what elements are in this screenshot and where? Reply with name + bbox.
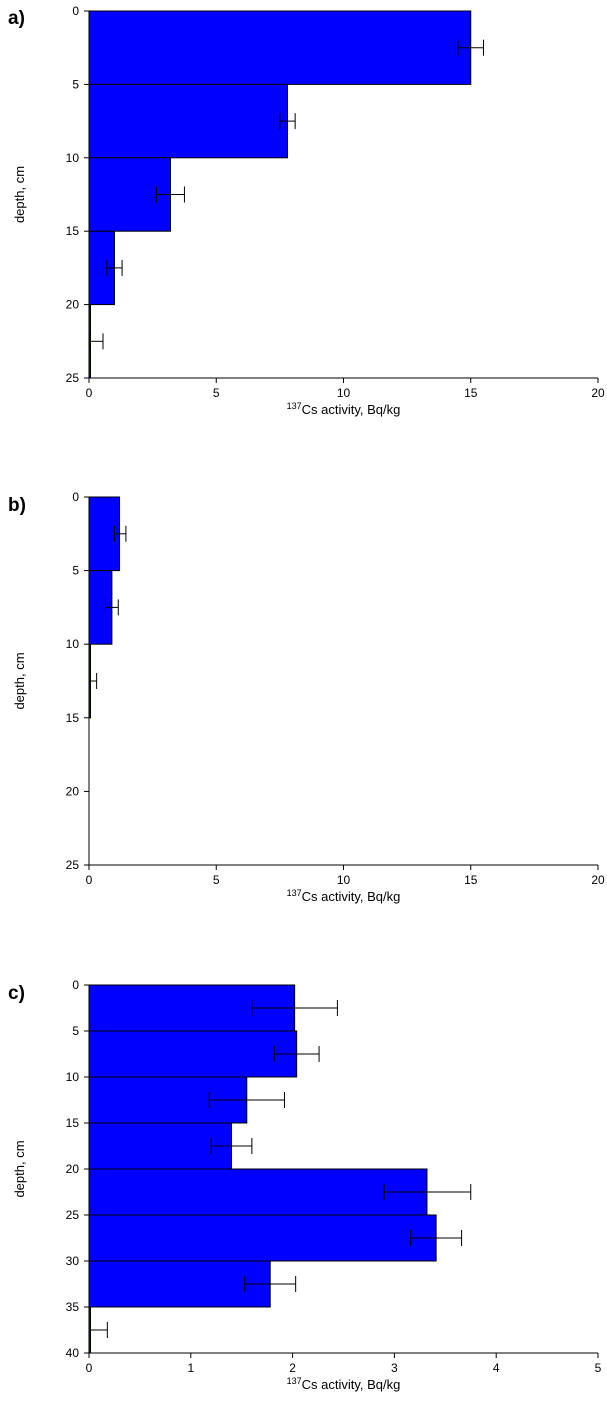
panel-label: b) [8,495,26,516]
y-tick-label: 15 [66,224,80,238]
y-tick-label: 0 [72,4,79,18]
y-tick-label: 15 [66,711,80,725]
error-bar-4 [106,259,123,276]
x-tick-label: 15 [464,386,478,400]
y-tick-label: 25 [66,371,80,385]
y-tick-label: 10 [66,151,80,165]
y-axis-title: depth, cm [12,166,27,223]
x-tick-label: 10 [337,386,351,400]
bar-6 [88,1214,437,1262]
x-tick-label: 5 [213,873,220,887]
x-axis-title-main: Cs activity, Bq/kg [302,402,401,417]
x-tick-label: 4 [493,1361,500,1375]
x-axis-title-superscript: 137 [287,1376,302,1386]
y-tick-label: 40 [66,1346,80,1360]
error-bar-8 [88,1322,108,1338]
y-tick-label: 25 [66,858,80,872]
x-axis-title: 137Cs activity, Bq/kg [287,888,401,904]
y-tick-label: 20 [66,1162,80,1176]
x-tick-label: 0 [86,1361,93,1375]
x-tick-label: 0 [86,873,93,887]
x-tick-label: 15 [464,873,478,887]
bar-2 [88,83,289,159]
x-axis-title-main: Cs activity, Bq/kg [302,1377,401,1392]
error-bar-3 [208,1092,285,1108]
bar-1 [88,10,472,85]
bar-7 [88,1260,271,1308]
error-bar-1 [113,525,127,542]
y-tick-label: 20 [66,298,80,312]
chart-panel-3: 0 5 10 15 20 25 30 35 40 0 1 2 3 4 5 137Cs activity, Bq… [8,978,602,1392]
y-axis-title: depth, cm [12,1140,27,1197]
y-tick-label: 10 [66,637,80,651]
error-bar-7 [244,1276,297,1292]
error-bar-6 [410,1230,463,1246]
x-tick-label: 20 [591,386,605,400]
y-tick-label: 15 [66,1116,80,1130]
error-bar-2 [273,1046,320,1062]
panel-label: a) [8,8,25,29]
bar-5 [88,1168,428,1216]
y-tick-label: 0 [72,490,79,504]
y-tick-label: 5 [72,564,79,578]
y-tick-label: 10 [66,1070,80,1084]
y-tick-label: 5 [72,77,79,91]
x-tick-label: 20 [591,873,605,887]
y-tick-label: 35 [66,1300,80,1314]
y-tick-label: 5 [72,1024,79,1038]
error-bar-5 [383,1184,472,1200]
x-axis-title: 137Cs activity, Bq/kg [287,401,401,417]
x-tick-label: 5 [213,386,220,400]
x-axis-title: 137Cs activity, Bq/kg [287,1376,401,1392]
bar-4 [88,1122,233,1170]
x-axis-title-main: Cs activity, Bq/kg [302,889,401,904]
x-tick-label: 5 [595,1361,602,1375]
y-axis-title: depth, cm [12,652,27,709]
error-bar-3 [155,186,185,203]
y-tick-label: 20 [66,784,80,798]
x-tick-label: 1 [187,1361,194,1375]
error-bar-1 [457,39,484,56]
y-tick-label: 25 [66,1208,80,1222]
x-tick-label: 10 [337,873,351,887]
error-bar-5 [89,333,104,350]
x-tick-label: 0 [86,386,93,400]
error-bar-2 [279,113,296,130]
x-tick-label: 2 [289,1361,296,1375]
x-tick-label: 3 [391,1361,398,1375]
error-bar-4 [210,1138,253,1154]
bar-2 [88,1030,298,1078]
error-bar-1 [251,1000,338,1016]
chart-panel-1: 0 5 10 15 20 25 0 5 10 15 20 137Cs activity, Bq/kg d… [8,4,605,417]
x-axis-title-superscript: 137 [287,888,302,898]
panel-label: c) [8,983,25,1004]
x-axis-title-superscript: 137 [287,401,302,411]
y-tick-label: 30 [66,1254,80,1268]
y-tick-label: 0 [72,978,79,992]
chart-panel-2: 0 5 10 15 20 25 0 5 10 15 20 137Cs activity, Bq/kg d… [8,490,605,904]
error-bar-2 [105,599,119,616]
